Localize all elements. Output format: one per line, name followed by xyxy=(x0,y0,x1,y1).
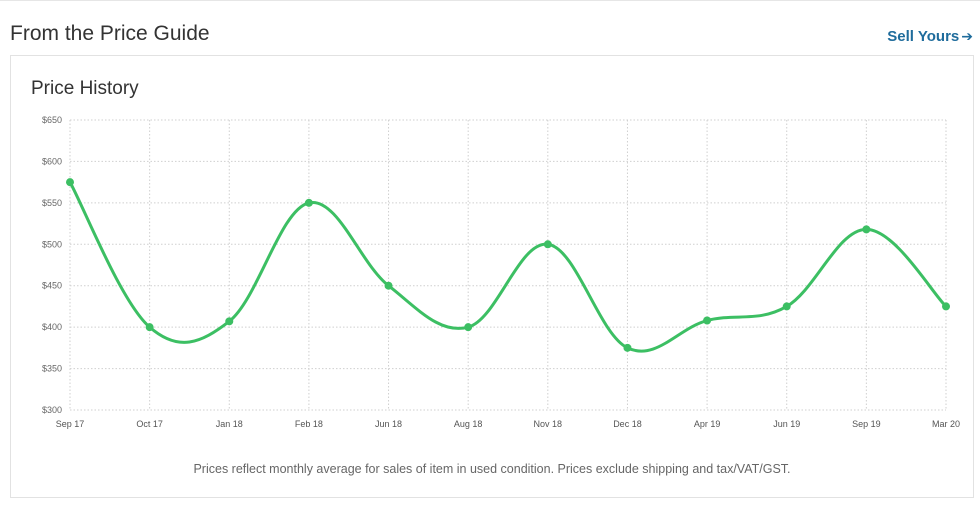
y-tick-label: $600 xyxy=(42,156,62,166)
data-point xyxy=(66,178,74,187)
data-point xyxy=(543,240,552,249)
data-point xyxy=(942,302,950,311)
x-tick-label: Nov 18 xyxy=(534,419,563,429)
data-point xyxy=(464,323,473,332)
x-tick-label: Mar 20 xyxy=(932,419,960,429)
data-point xyxy=(384,281,393,290)
data-point xyxy=(782,302,791,311)
y-tick-label: $500 xyxy=(42,239,62,249)
y-tick-label: $450 xyxy=(42,281,62,291)
data-point xyxy=(225,317,234,326)
y-tick-label: $300 xyxy=(42,405,62,415)
chart-footnote: Prices reflect monthly average for sales… xyxy=(193,462,791,476)
x-tick-label: Dec 18 xyxy=(613,419,642,429)
section-title: From the Price Guide xyxy=(10,22,210,45)
x-tick-label: Oct 17 xyxy=(136,419,163,429)
y-tick-label: $550 xyxy=(42,198,62,208)
x-tick-label: Jun 19 xyxy=(773,419,800,429)
x-tick-label: Apr 19 xyxy=(694,419,721,429)
data-point xyxy=(862,225,871,234)
x-tick-label: Sep 19 xyxy=(852,419,881,429)
arrow-right-icon: ➔ xyxy=(961,28,973,44)
x-tick-label: Sep 17 xyxy=(56,419,85,429)
data-point xyxy=(703,316,712,325)
sell-yours-label: Sell Yours xyxy=(887,28,960,45)
data-point xyxy=(623,343,632,352)
sell-yours-link[interactable]: Sell Yours ➔ xyxy=(887,28,973,45)
top-divider xyxy=(0,0,980,1)
price-series-line xyxy=(68,180,948,353)
chart-title: Price History xyxy=(31,78,139,99)
x-tick-label: Feb 18 xyxy=(295,419,323,429)
data-point xyxy=(145,323,154,332)
y-tick-label: $650 xyxy=(42,115,62,125)
x-tick-label: Jan 18 xyxy=(216,419,243,429)
price-history-chart: $300 $350 $400 $450 $500 $550 $600 $650 Sep 17 Oc… xyxy=(42,115,960,429)
x-tick-label: Aug 18 xyxy=(454,419,483,429)
x-tick-label: Jun 18 xyxy=(375,419,402,429)
data-point xyxy=(304,198,313,207)
y-tick-label: $350 xyxy=(42,364,62,374)
y-tick-label: $400 xyxy=(42,322,62,332)
price-history-card: Price History $300 $350 $400 $450 $500 $550 $6… xyxy=(10,55,974,498)
